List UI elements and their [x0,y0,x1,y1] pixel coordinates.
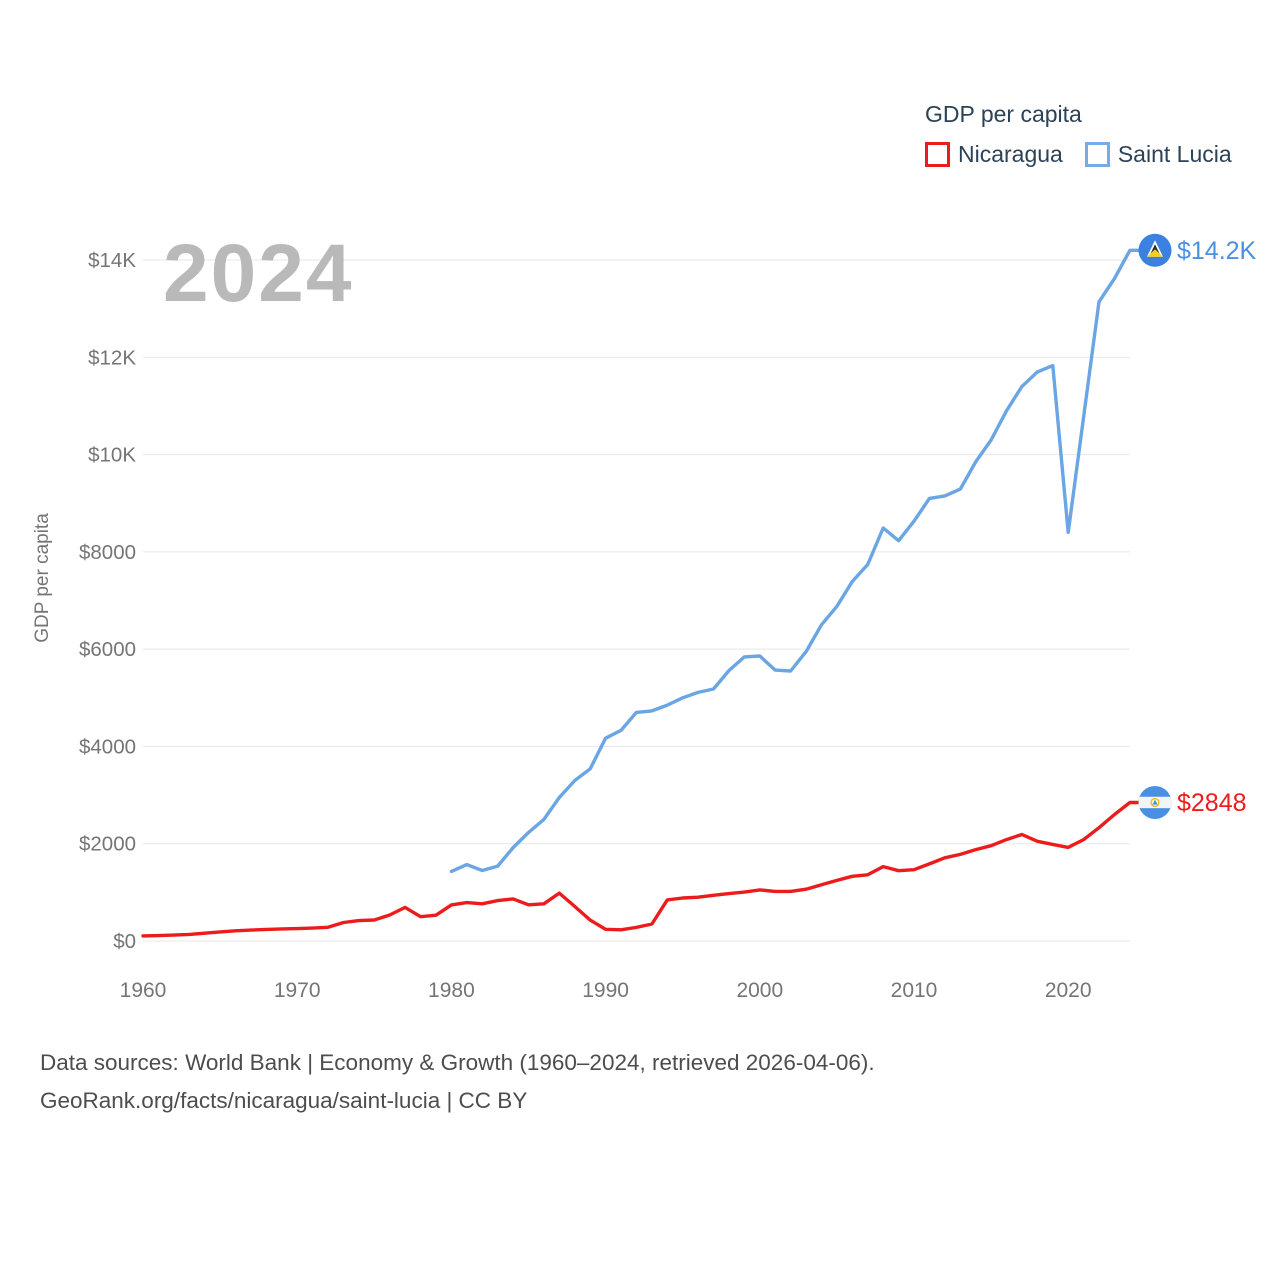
y-tick-label: $4000 [79,735,136,758]
series-line-nicaragua[interactable] [141,800,1157,938]
nicaragua-swatch-icon [925,142,950,167]
legend-item-label: Nicaragua [958,141,1063,167]
data-sources-footer: Data sources: World Bank | Economy & Gro… [40,1044,875,1120]
end-value-label-saint-lucia[interactable]: $14.2K [1177,237,1257,265]
x-tick-label: 1970 [274,979,321,1002]
series-line-saint-lucia[interactable] [449,248,1157,874]
legend-item-nicaragua[interactable]: Nicaragua [925,141,1063,168]
y-tick-label: $14K [88,249,136,272]
legend-item-label: Saint Lucia [1117,141,1232,167]
x-tick-label: 2010 [891,979,938,1002]
x-tick-label: 1990 [582,979,629,1002]
x-tick-label: 1980 [428,979,475,1002]
x-tick-label: 1960 [120,979,167,1002]
x-tick-label: 2000 [736,979,783,1002]
y-axis-title: GDP per capita [32,513,53,643]
nicaragua-flag-icon [1138,785,1172,819]
footer-attribution-line: GeoRank.org/facts/nicaragua/saint-lucia … [40,1088,528,1113]
y-tick-label: $0 [113,930,136,953]
y-tick-label: $10K [88,444,136,467]
saint-lucia-swatch-icon [1084,142,1110,167]
saint-lucia-flag-icon [1138,233,1172,267]
legend-items: Nicaragua Saint Lucia [925,141,1232,168]
y-tick-label: $6000 [79,638,136,661]
chart-legend: GDP per capita Nicaragua Saint Lucia [925,101,1232,168]
y-tick-label: $2000 [79,833,136,856]
legend-item-saint-lucia[interactable]: Saint Lucia [1084,141,1232,168]
y-tick-label: $8000 [79,541,136,564]
footer-sources-line: Data sources: World Bank | Economy & Gro… [40,1050,875,1075]
watermark-year: 2024 [163,228,353,319]
end-value-label-nicaragua[interactable]: $2848 [1177,789,1247,817]
legend-title: GDP per capita [925,101,1082,127]
x-tick-label: 2020 [1045,979,1092,1002]
y-tick-label: $12K [88,346,136,369]
